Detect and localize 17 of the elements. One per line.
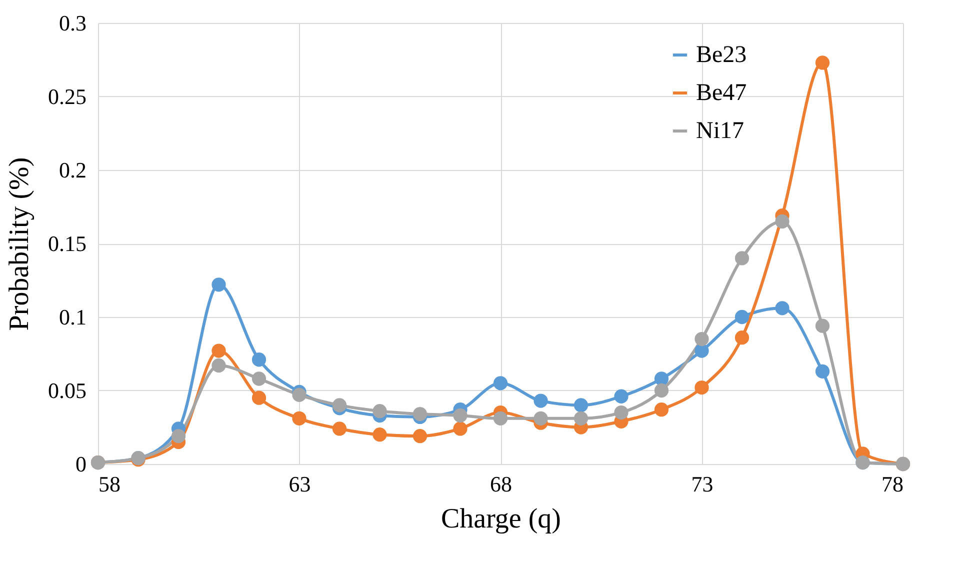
x-tick-label: 68 bbox=[490, 472, 512, 496]
x-tick-label: 58 bbox=[98, 472, 120, 496]
y-tick-label: 0.05 bbox=[48, 378, 86, 403]
legend-label: Be23 bbox=[696, 42, 747, 68]
legend-label: Ni17 bbox=[696, 118, 744, 144]
y-tick-label: 0.15 bbox=[48, 231, 86, 256]
y-axis-title: Probability (%) bbox=[4, 157, 35, 331]
legend-label: Be47 bbox=[696, 80, 747, 106]
y-tick-label: 0.2 bbox=[59, 158, 86, 182]
x-tick-label: 73 bbox=[691, 472, 714, 496]
y-tick-label: 0.1 bbox=[59, 304, 86, 330]
y-tick-label: 0.3 bbox=[59, 10, 86, 36]
x-tick-label: 78 bbox=[882, 472, 904, 496]
y-tick-label: 0.25 bbox=[48, 84, 86, 109]
x-axis-title: Charge (q) bbox=[441, 504, 561, 534]
x-tick-label: 63 bbox=[288, 472, 311, 496]
y-tick-label: 0 bbox=[76, 452, 86, 476]
